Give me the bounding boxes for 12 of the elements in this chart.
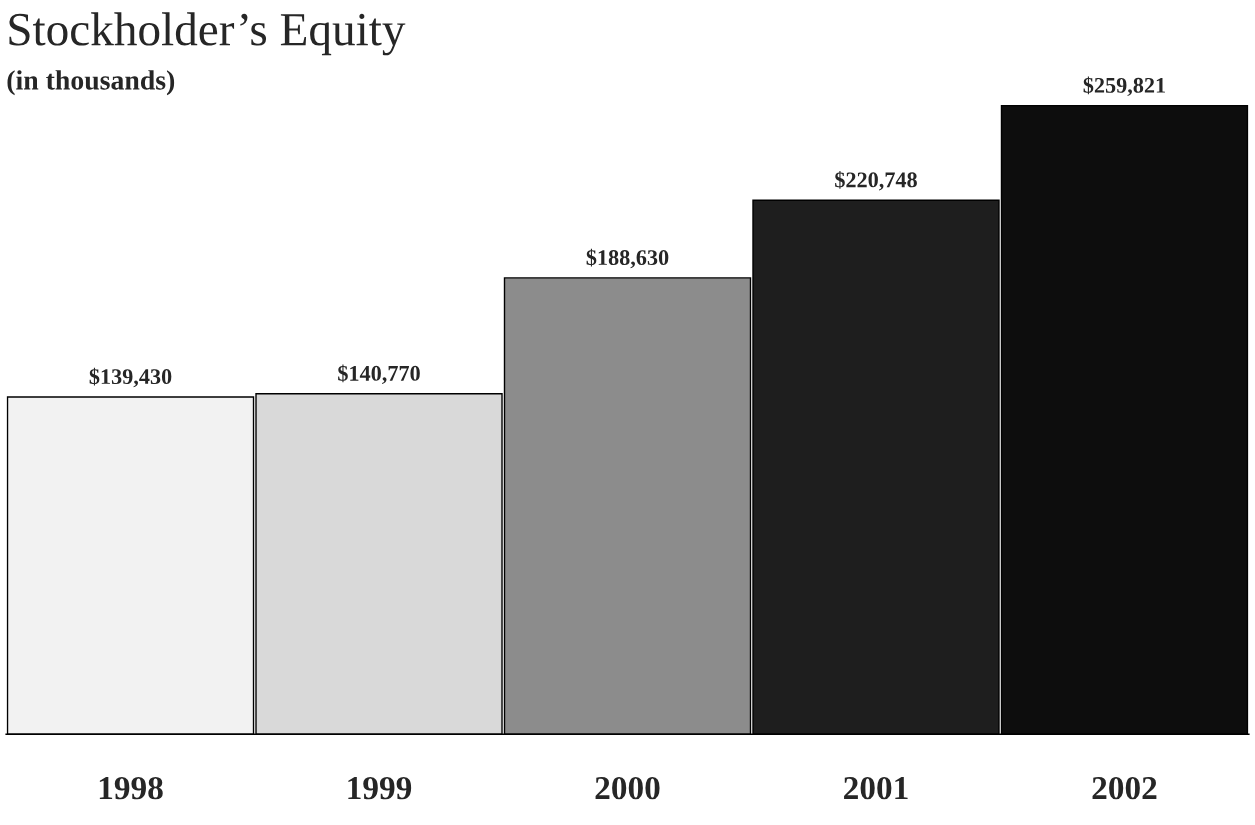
data-label: $188,630: [586, 248, 669, 269]
x-tick-label: 1998: [99, 776, 163, 800]
data-label: $259,821: [1083, 76, 1165, 97]
chart-title: Stockholder’s Equity: [9, 12, 406, 56]
x-tick-label: 2000: [595, 776, 660, 800]
data-label: $139,430: [89, 367, 172, 388]
x-tick-label: 2002: [1092, 776, 1157, 800]
data-label: $140,770: [338, 364, 420, 385]
x-tick-label: 1999: [348, 776, 412, 800]
chart-subtitle: (in thousands): [7, 70, 175, 96]
x-tick-label: 2001: [844, 776, 908, 800]
data-label: $220,748: [835, 171, 917, 191]
